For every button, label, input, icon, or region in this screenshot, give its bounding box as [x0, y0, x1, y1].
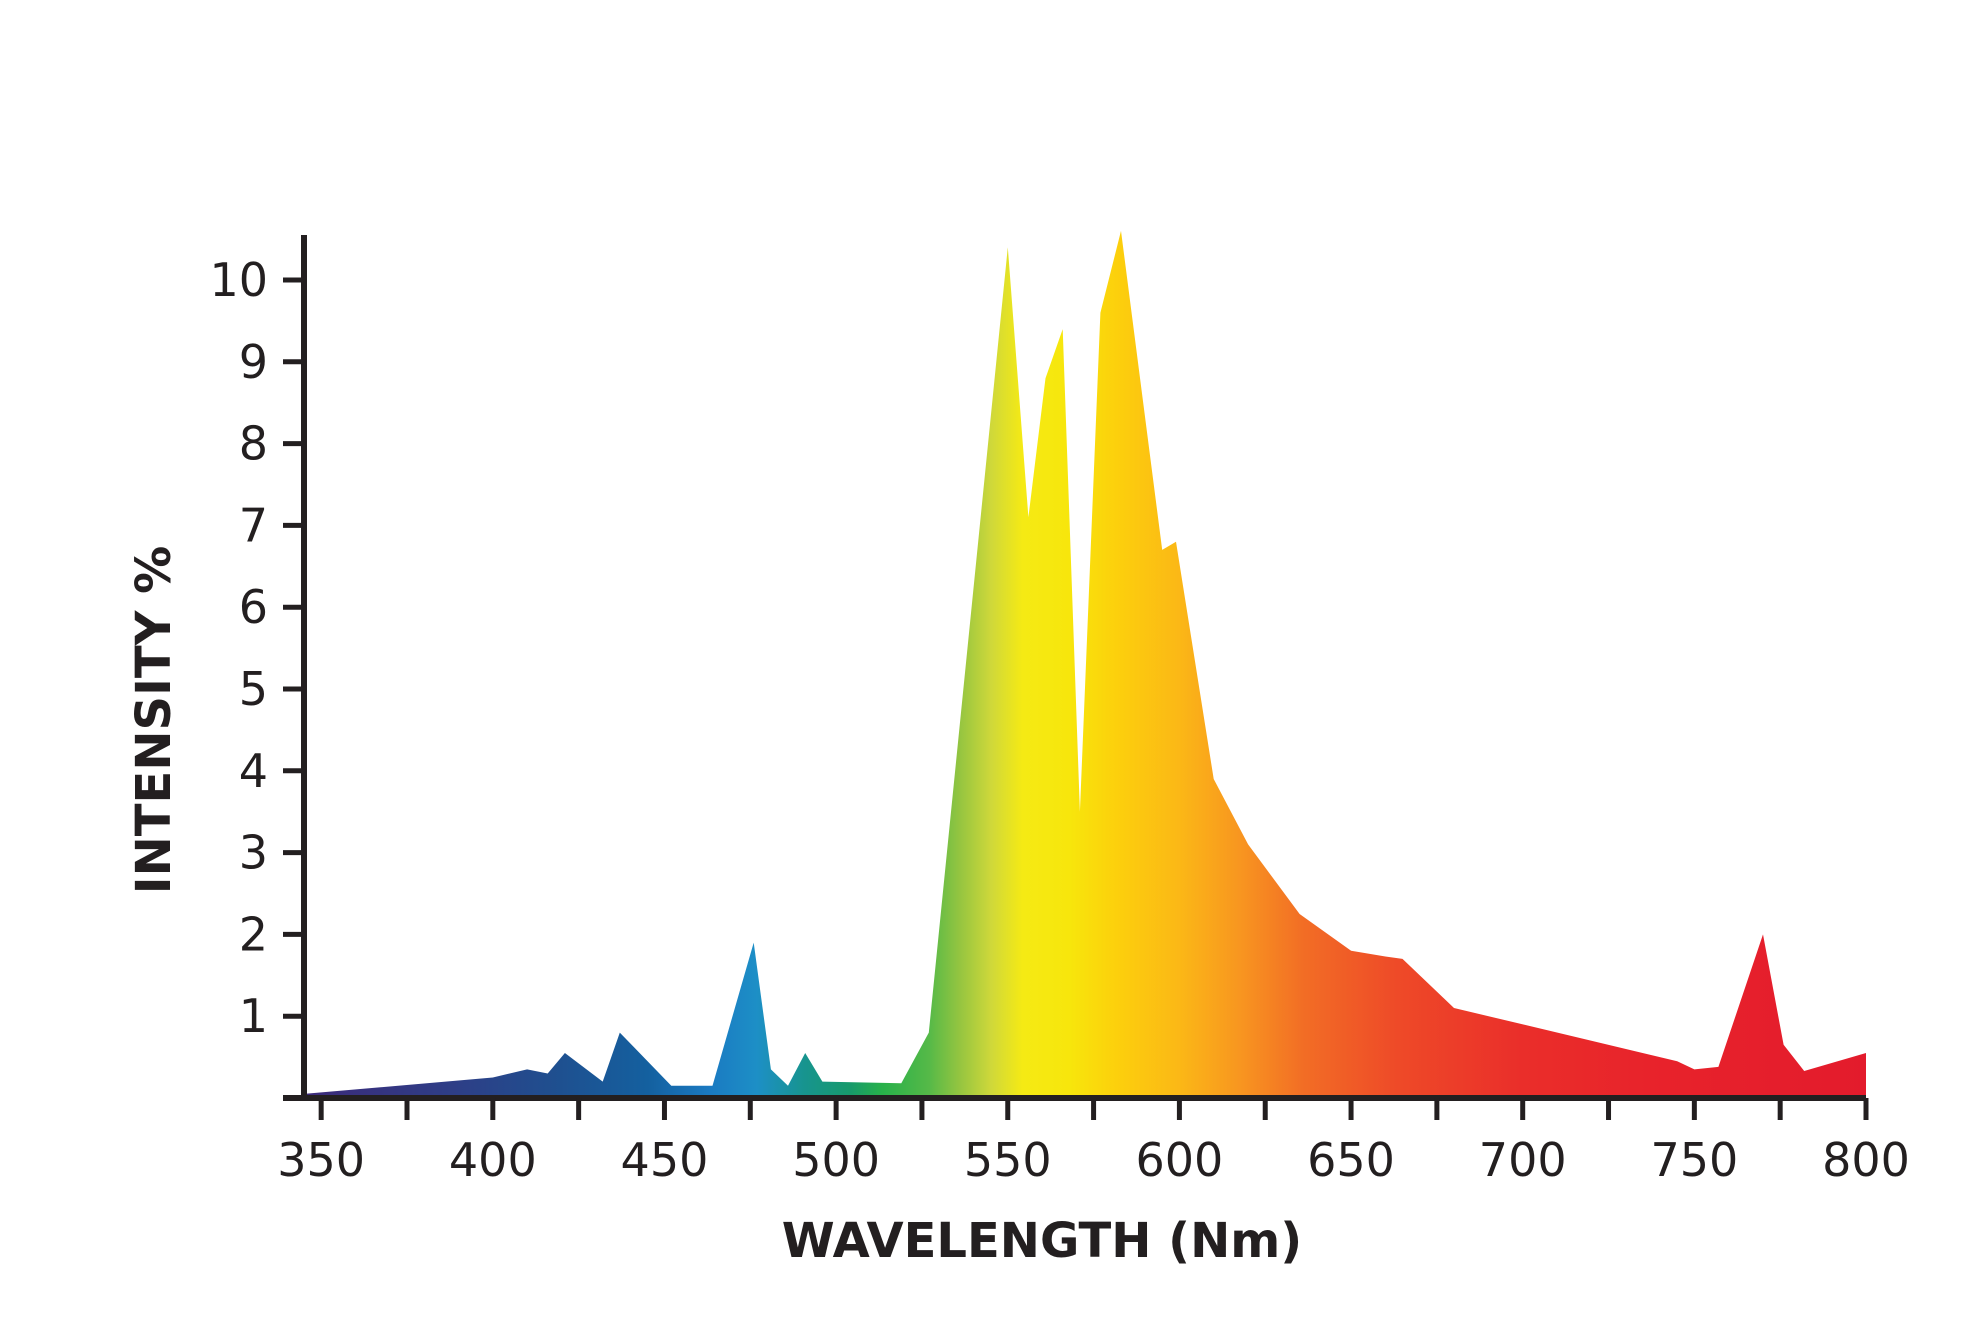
x-tick-label-500: 500	[792, 1133, 880, 1187]
x-tick-label-350: 350	[277, 1133, 365, 1187]
y-tick-label-5: 5	[239, 662, 268, 716]
x-axis-ticks: 350 400 450 500 550 600 650 700 750 800	[277, 1098, 1910, 1187]
spectrum-area	[304, 230, 1866, 1098]
y-tick-label-4: 4	[239, 744, 268, 798]
y-axis-title: INTENSITY %	[126, 546, 182, 894]
y-tick-label-1: 1	[239, 989, 268, 1043]
y-tick-label-2: 2	[239, 907, 268, 961]
x-tick-label-600: 600	[1136, 1133, 1224, 1187]
y-tick-label-9: 9	[239, 335, 268, 389]
y-tick-label-6: 6	[239, 580, 268, 634]
x-tick-label-800: 800	[1822, 1133, 1910, 1187]
x-tick-label-400: 400	[449, 1133, 537, 1187]
x-tick-label-700: 700	[1479, 1133, 1567, 1187]
x-tick-label-550: 550	[964, 1133, 1052, 1187]
y-tick-label-10: 10	[209, 253, 268, 307]
y-tick-label-3: 3	[239, 826, 268, 880]
y-axis-ticks: 1 2 3 4 5 6 7 8 9 10	[209, 253, 304, 1043]
x-tick-label-750: 750	[1650, 1133, 1738, 1187]
y-tick-label-7: 7	[239, 498, 268, 552]
y-tick-label-8: 8	[239, 417, 268, 471]
x-tick-label-650: 650	[1307, 1133, 1395, 1187]
x-tick-label-450: 450	[621, 1133, 709, 1187]
x-axis-title: WAVELENGTH (Nm)	[782, 1213, 1302, 1269]
